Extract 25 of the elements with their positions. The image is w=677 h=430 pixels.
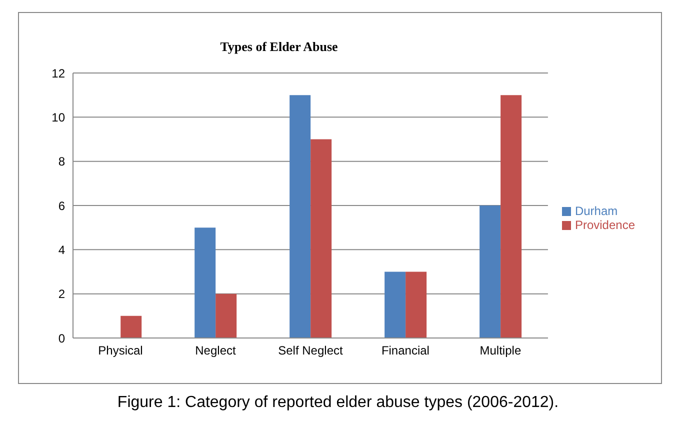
x-tick-label: Multiple xyxy=(480,344,522,358)
y-tick-label: 0 xyxy=(58,331,66,346)
y-tick-label: 12 xyxy=(52,66,66,80)
bar xyxy=(480,206,501,338)
x-tick-label: Self Neglect xyxy=(278,344,344,358)
bar xyxy=(216,294,237,338)
bar xyxy=(290,95,311,338)
x-tick-label: Financial xyxy=(381,344,430,358)
bar xyxy=(310,139,332,338)
bar xyxy=(120,316,142,338)
chart-title: Types of Elder Abuse xyxy=(219,39,339,55)
bar xyxy=(406,272,427,338)
bar xyxy=(500,95,522,338)
y-tick-label: 8 xyxy=(58,154,66,169)
y-tick-label: 4 xyxy=(58,242,66,257)
bar xyxy=(384,272,406,338)
y-tick-label: 6 xyxy=(58,198,66,213)
y-tick-label: 10 xyxy=(52,110,66,124)
bar xyxy=(194,228,216,338)
legend-label: Durham xyxy=(574,204,618,218)
y-tick-label: 2 xyxy=(58,287,66,302)
x-tick-label: Physical xyxy=(98,344,143,358)
caption: Figure 1: Category of reported elder abuse types (2006-2012). xyxy=(116,394,560,412)
legend-label: Providence xyxy=(574,218,635,232)
x-tick-label: Neglect xyxy=(195,344,236,358)
